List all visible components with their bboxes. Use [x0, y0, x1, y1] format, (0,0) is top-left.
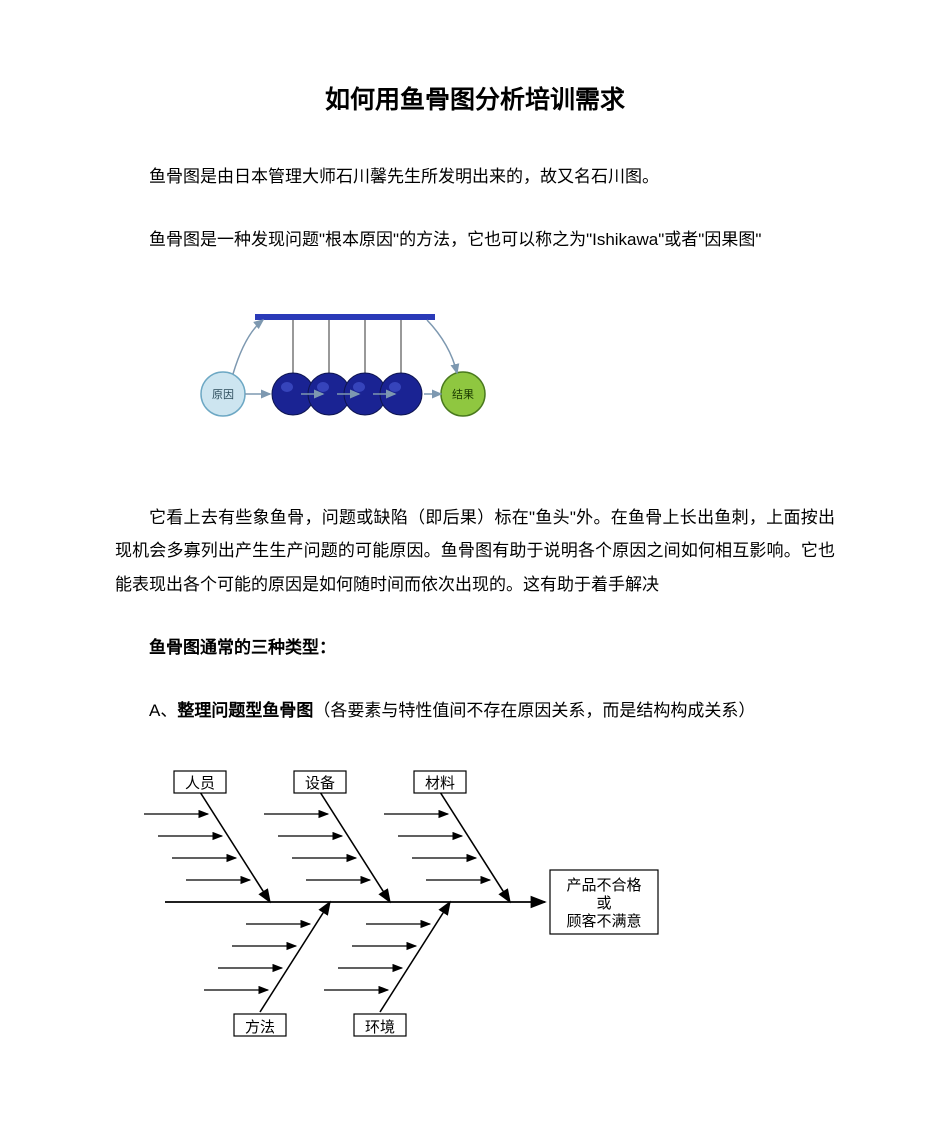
svg-text:顾客不满意: 顾客不满意 [566, 912, 641, 930]
svg-text:或: 或 [596, 895, 611, 912]
svg-text:设备: 设备 [305, 775, 335, 792]
newton-cradle-diagram: 原因 结果 [175, 286, 835, 451]
type-a-bold: 整理问题型鱼骨图 [177, 701, 313, 720]
page-title: 如何用鱼骨图分析培训需求 [115, 80, 835, 116]
svg-text:方法: 方法 [245, 1019, 275, 1036]
type-a-prefix: A、 [149, 701, 177, 720]
section-heading: 鱼骨图通常的三种类型： [115, 631, 835, 664]
type-a-rest: （各要素与特性值间不存在原因关系，而是结构构成关系） [313, 701, 755, 720]
paragraph-2: 鱼骨图是一种发现问题"根本原因"的方法，它也可以称之为"Ishikawa"或者"… [115, 223, 835, 256]
paragraph-3: 它看上去有些象鱼骨，问题或缺陷（即后果）标在"鱼头"外。在鱼骨上长出鱼刺，上面按… [115, 501, 835, 600]
svg-text:人员: 人员 [185, 775, 215, 792]
type-a-line: A、整理问题型鱼骨图（各要素与特性值间不存在原因关系，而是结构构成关系） [115, 694, 835, 727]
svg-text:结果: 结果 [452, 388, 474, 401]
svg-text:原因: 原因 [212, 388, 234, 401]
fishbone-diagram: 产品不合格或顾客不满意 人员 设备 材料方法 环境 [135, 757, 835, 1052]
paragraph-1: 鱼骨图是由日本管理大师石川馨先生所发明出来的，故又名石川图。 [115, 160, 835, 193]
svg-text:产品不合格: 产品不合格 [566, 877, 641, 894]
svg-text:材料: 材料 [425, 775, 455, 792]
svg-text:环境: 环境 [365, 1018, 395, 1036]
